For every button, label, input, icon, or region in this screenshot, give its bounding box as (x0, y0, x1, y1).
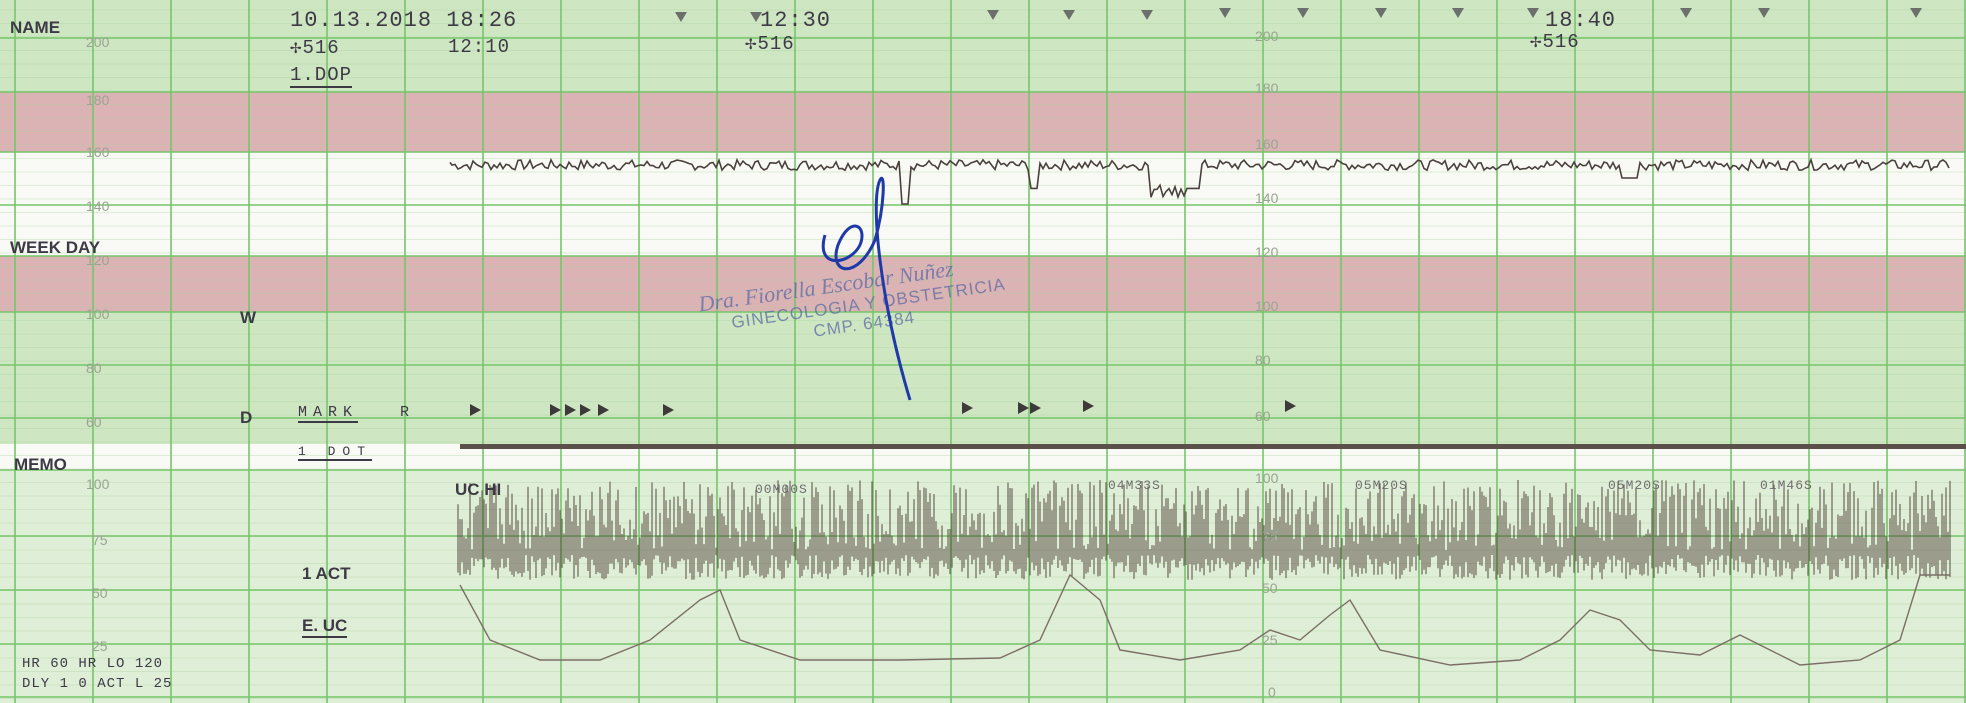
uc-timer: 05M20S (1608, 478, 1661, 493)
event-triangle (1680, 8, 1692, 18)
probe-icon: ✢ (745, 33, 758, 55)
fetal-movement-mark (1285, 400, 1296, 412)
fhr-scale-tick: 60 (86, 414, 102, 430)
time-3: 12:30 (760, 8, 832, 33)
fhr-scale-tick: 100 (86, 306, 110, 322)
toco-scale-tick: 100 (1255, 470, 1279, 486)
uc-contraction-curve (459, 573, 1950, 666)
mode-label: 1.DOP (290, 64, 353, 88)
act-label: 1 ACT (302, 564, 351, 583)
probe-3: ✢516 (1530, 31, 1580, 53)
event-triangle (987, 10, 999, 20)
fhr-scale-tick: 120 (1255, 244, 1279, 260)
toco-scale-tick: 75 (92, 532, 108, 548)
fetal-movement-mark (663, 404, 674, 416)
name-label: NAME (10, 18, 61, 37)
time-2: 12:10 (448, 36, 511, 58)
toco-band (0, 470, 1966, 703)
fhr-scale-tick: 120 (86, 252, 110, 268)
mark-label: MARK (298, 404, 359, 423)
fetal-movement-mark (1030, 402, 1041, 414)
footer-line-1: HR 60 HR LO 120 (22, 656, 164, 672)
fetal-movement-mark (470, 404, 481, 416)
event-triangle (1141, 10, 1153, 20)
toco-scale-tick: 25 (1262, 632, 1278, 648)
uc-timer: 00M00S (755, 482, 808, 497)
event-triangle (1297, 8, 1309, 18)
event-triangle (1527, 8, 1539, 18)
uc-hi-label: UC HI (455, 480, 502, 499)
toco-scale-tick: 50 (1262, 580, 1278, 596)
activity-trace (457, 480, 1951, 580)
toco-scale-tick: 75 (1262, 528, 1278, 544)
fetal-movement-mark (565, 404, 576, 416)
event-triangle (1063, 10, 1075, 20)
fhr-band-bottom (0, 312, 1966, 444)
uc-timer: 05M20S (1355, 478, 1408, 493)
event-triangle (675, 12, 687, 22)
toco-scale-tick: 0 (1268, 684, 1276, 700)
fhr-scale-tick: 180 (1255, 80, 1279, 96)
d-label: D (240, 408, 253, 427)
fhr-scale-tick: 140 (1255, 190, 1279, 206)
event-triangle (750, 12, 762, 22)
event-triangle (1375, 8, 1387, 18)
fetal-movement-mark (580, 404, 591, 416)
fhr-alarm-band-high (0, 92, 1966, 152)
uc-timer: 01M46S (1760, 478, 1813, 493)
time-4: 18:40 (1545, 8, 1617, 33)
event-triangle (1219, 8, 1231, 18)
fhr-scale-tick: 80 (86, 360, 102, 376)
toco-bar (460, 444, 1966, 449)
fhr-scale-tick: 200 (1255, 28, 1279, 44)
e-uc-label: E. UC (302, 616, 348, 638)
w-label: W (240, 308, 257, 327)
event-triangle (1452, 8, 1464, 18)
date-time: 10.13.2018 18:26 (290, 8, 518, 33)
probe-icon: ✢ (290, 37, 303, 59)
fetal-movement-mark (598, 404, 609, 416)
fhr-scale-tick: 160 (1255, 136, 1279, 152)
fhr-trace (449, 157, 1950, 205)
toco-scale-tick: 25 (92, 638, 108, 654)
event-triangle (1758, 8, 1770, 18)
fhr-scale-tick: 180 (86, 92, 110, 108)
fetal-movement-mark (1083, 400, 1094, 412)
week-day-label: WEEK DAY (10, 238, 101, 257)
memo-label: MEMO (14, 455, 67, 474)
fetal-movement-mark (962, 402, 973, 414)
fetal-movement-mark (550, 404, 561, 416)
fhr-scale-tick: 140 (86, 198, 110, 214)
toco-scale-tick: 100 (86, 476, 110, 492)
footer-line-2: DLY 1 0 ACT L 25 (22, 676, 173, 692)
probe-1: ✢516 (290, 37, 340, 59)
fhr-scale-tick: 80 (1255, 352, 1271, 368)
r-label: R (400, 404, 411, 421)
fhr-scale-tick: 60 (1255, 408, 1271, 424)
uc-timer: 04M33S (1108, 478, 1161, 493)
fhr-scale-tick: 200 (86, 34, 110, 50)
event-triangle (1910, 8, 1922, 18)
fetal-movement-mark (1018, 402, 1029, 414)
fhr-normal-band (0, 152, 1966, 256)
fhr-scale-tick: 160 (86, 144, 110, 160)
probe-icon: ✢ (1530, 31, 1543, 53)
fhr-scale-tick: 100 (1255, 298, 1279, 314)
toco-scale-tick: 50 (92, 585, 108, 601)
probe-2: ✢516 (745, 33, 795, 55)
toco-label: 1 DOT (298, 444, 373, 461)
